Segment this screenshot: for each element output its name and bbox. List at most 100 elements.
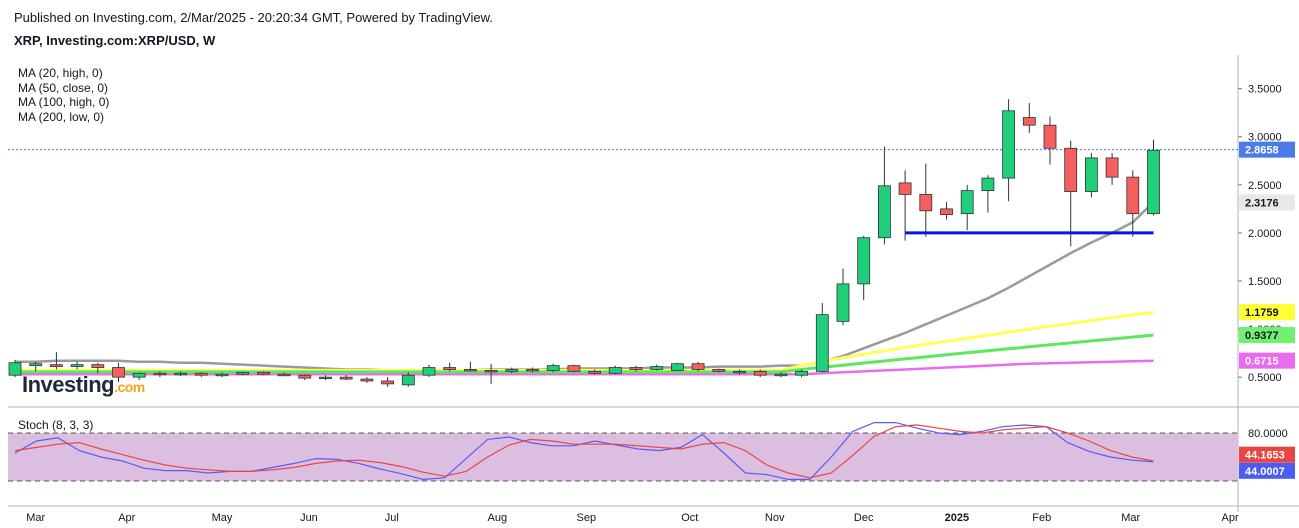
- candle-body: [774, 373, 788, 377]
- x-tick-label: Mar: [1121, 512, 1140, 524]
- candle-body: [1085, 157, 1098, 192]
- moving-average-lines: [15, 201, 1155, 376]
- y-tick-label: 2.0000: [1248, 228, 1282, 240]
- candle-body: [132, 372, 146, 378]
- candle-body: [463, 369, 477, 372]
- price-label-bg: [1239, 352, 1295, 369]
- candle-body: [712, 369, 726, 372]
- price-label: 1.1759: [1245, 307, 1279, 319]
- ma-legend: MA (20, high, 0) MA (50, close, 0) MA (1…: [18, 66, 109, 124]
- symbol-title: XRP, Investing.com:XRP/USD, W: [14, 33, 216, 48]
- price-label-bg: [1239, 141, 1295, 158]
- price-label-bg: [1239, 304, 1295, 321]
- x-tick-label: Jun: [300, 512, 318, 524]
- stoch-band: [8, 433, 1238, 481]
- candle-body: [1043, 124, 1057, 149]
- candle-body: [1064, 147, 1078, 192]
- ma-legend-item[interactable]: MA (200, low, 0): [18, 109, 105, 124]
- candle-body: [174, 372, 188, 376]
- ma-line: [15, 201, 1155, 372]
- candle-body: [733, 370, 746, 374]
- price-label-bg: [1239, 327, 1295, 344]
- candle-body: [691, 363, 705, 370]
- y-tick-label: 1.5000: [1248, 276, 1282, 288]
- candle-body: [981, 177, 995, 191]
- candle-body: [650, 366, 664, 370]
- ma-legend-item[interactable]: MA (20, high, 0): [18, 66, 103, 80]
- candle-body: [795, 370, 808, 376]
- x-tick-label: Aug: [488, 512, 508, 524]
- stoch-price-label-bg: [1239, 446, 1295, 463]
- candle-body: [443, 367, 457, 370]
- candle-body: [422, 367, 436, 376]
- logo-suffix: .com: [114, 379, 145, 395]
- candle-body: [629, 367, 643, 370]
- investing-logo: Investing.com: [22, 372, 145, 398]
- candle-body: [277, 373, 291, 377]
- stoch-price-label: 44.0007: [1245, 466, 1285, 478]
- price-label: 0.6715: [1245, 356, 1279, 368]
- candle-body: [401, 374, 415, 386]
- candle-body: [381, 380, 395, 385]
- candle-body: [1105, 157, 1119, 178]
- logo-text: Investing: [22, 372, 115, 397]
- ma-legend-item[interactable]: MA (50, close, 0): [18, 80, 109, 95]
- candle-body: [215, 373, 229, 377]
- candle-body: [836, 283, 850, 322]
- candle-body: [588, 370, 601, 374]
- candle-body: [505, 369, 519, 372]
- candle-body: [1147, 149, 1160, 215]
- stoch-price-label-bg: [1239, 462, 1295, 479]
- price-axis[interactable]: 3.50003.00002.50002.00001.50001.00000.50…: [1238, 84, 1295, 479]
- price-label: 2.3176: [1245, 197, 1279, 209]
- ma-legend-item[interactable]: MA (100, high, 0): [18, 95, 110, 109]
- stoch-tick-label: 80.0000: [1248, 428, 1288, 440]
- x-tick-label: Apr: [118, 512, 135, 524]
- price-label: 2.8658: [1245, 145, 1279, 157]
- published-caption: Published on Investing.com, 2/Mar/2025 -…: [14, 10, 493, 25]
- candle-body: [1126, 176, 1140, 215]
- candle-body: [940, 208, 953, 216]
- candle-body: [153, 372, 167, 376]
- x-tick-label: Oct: [681, 512, 698, 524]
- candle-body: [671, 363, 684, 371]
- candle-body: [878, 185, 891, 239]
- x-tick-label: May: [212, 512, 233, 524]
- x-tick-label: 2025: [945, 512, 969, 524]
- candle-body: [70, 364, 84, 367]
- y-tick-label: 3.0000: [1248, 132, 1282, 144]
- candle-body: [319, 376, 332, 380]
- time-axis[interactable]: Mar Apr May Jun Jul Aug Sep Oct Nov Dec 2025 Feb Mar…: [26, 512, 1239, 524]
- candle-body: [112, 367, 125, 378]
- candle-body: [194, 372, 208, 376]
- x-tick-label: Sep: [577, 512, 597, 524]
- candle-body: [29, 363, 43, 367]
- candle-body: [91, 364, 105, 368]
- candle-body: [8, 362, 22, 376]
- candle-body: [236, 371, 250, 375]
- candle-body: [526, 369, 539, 372]
- candle-body: [360, 378, 374, 382]
- stoch-series-line: [14, 424, 1154, 479]
- y-tick-label: 2.5000: [1248, 180, 1282, 192]
- candlestick-series: [8, 99, 1160, 387]
- candle-body: [298, 374, 312, 379]
- candle-body: [567, 365, 581, 372]
- candle-body: [1002, 110, 1015, 179]
- x-tick-label: Mar: [26, 512, 45, 524]
- price-label: 0.9377: [1245, 330, 1279, 342]
- price-label-bg: [1239, 194, 1295, 211]
- y-tick-label: 0.5000: [1248, 372, 1282, 384]
- candle-body: [339, 376, 353, 380]
- stoch-label[interactable]: Stoch (8, 3, 3): [18, 418, 94, 432]
- candle-body: [256, 371, 270, 375]
- x-tick-label: Apr: [1222, 512, 1239, 524]
- candle-body: [753, 370, 767, 376]
- candle-body: [857, 237, 871, 285]
- candle-body: [898, 182, 912, 195]
- stoch-series-line: [14, 422, 1154, 481]
- stochastic-pane: [8, 422, 1238, 482]
- x-tick-label: Dec: [854, 512, 874, 524]
- candle-body: [1022, 117, 1036, 126]
